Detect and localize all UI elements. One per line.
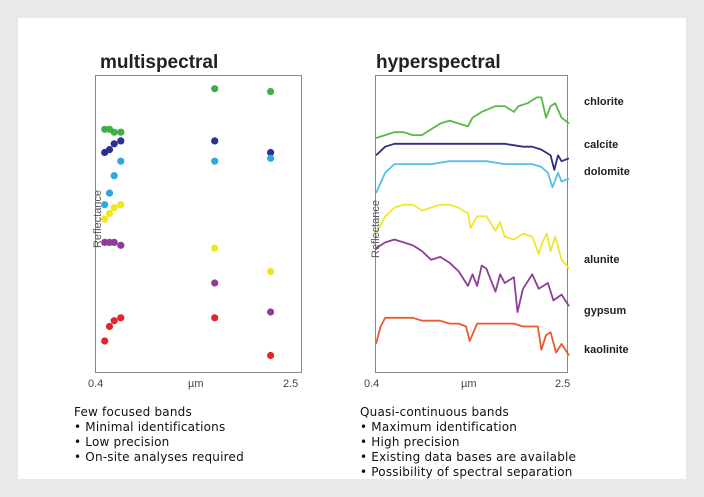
multispectral-point-s2-b4 [211,157,219,165]
multispectral-point-s3-b5 [267,267,275,275]
multispectral-bullet-2: • Low precision [74,435,170,449]
multispectral-point-s1-b2 [110,140,118,148]
hyperspectral-line-chlorite [375,96,570,139]
mineral-label-kaolinite: kaolinite [584,344,629,356]
multispectral-plot-area [95,75,302,373]
multispectral-point-s3-b0 [101,215,109,223]
multispectral-point-s4-b5 [267,308,275,316]
hyperspectral-line-alunite [375,203,570,270]
multispectral-point-s5-b4 [211,314,219,322]
multispectral-point-s4-b3 [117,241,125,249]
multispectral-point-s2-b5 [267,154,275,162]
mineral-label-dolomite: dolomite [584,166,630,178]
hyperspectral-notes: Quasi-continuous bands • Maximum identif… [360,405,576,480]
hyperspectral-title: hyperspectral [376,52,501,73]
multispectral-point-s3-b2 [110,204,118,212]
multispectral-point-s0-b4 [211,85,219,93]
mineral-label-chlorite: chlorite [584,96,624,108]
multispectral-point-s5-b1 [105,322,114,331]
mineral-label-gypsum: gypsum [584,305,627,317]
hyperspectral-x-tick-min: 0.4 [364,378,380,390]
multispectral-point-s1-b3 [117,137,125,145]
multispectral-bullet-1: • Minimal identifications [74,420,226,434]
multispectral-point-s0-b2 [110,128,118,136]
mineral-label-calcite: calcite [584,139,619,151]
hyperspectral-line-kaolinite [375,316,570,356]
mineral-label-alunite: alunite [584,254,620,266]
multispectral-point-s0-b3 [117,128,125,136]
multispectral-x-tick-max: 2.5 [283,378,299,390]
multispectral-point-s3-b3 [117,201,125,209]
hyperspectral-bullet-2: • High precision [360,435,460,449]
hyperspectral-bullet-1: • Maximum identification [360,420,518,434]
multispectral-point-s0-b5 [267,88,275,96]
multispectral-point-s3-b4 [211,244,219,252]
hyperspectral-line-calcite [375,142,570,171]
multispectral-bullet-3: • On-site analyses required [74,450,244,464]
hyperspectral-x-unit: µm [461,378,477,390]
multispectral-point-s5-b3 [117,314,125,322]
multispectral-point-s5-b0 [101,337,109,345]
multispectral-chart [101,85,275,360]
multispectral-x-unit: µm [188,378,204,390]
hyperspectral-y-axis-label: Reflectance [370,199,382,259]
multispectral-title: multispectral [100,52,219,73]
hyperspectral-line-dolomite [375,160,570,194]
multispectral-point-s4-b4 [211,279,219,287]
multispectral-notes-heading: Few focused bands [74,405,192,419]
multispectral-point-s4-b2 [110,238,118,246]
hyperspectral-chart [375,96,570,356]
hyperspectral-notes-heading: Quasi-continuous bands [360,405,509,419]
multispectral-point-s2-b0 [101,201,109,209]
figure-card: multispectral Reflectance 0.4 µm 2.5 Few… [18,18,686,479]
multispectral-point-s3-b1 [105,209,114,217]
multispectral-point-s1-b4 [211,137,219,145]
multispectral-point-s5-b5 [267,351,275,360]
multispectral-point-s1-b1 [105,146,114,154]
hyperspectral-line-gypsum [375,238,570,313]
multispectral-point-s5-b2 [110,317,118,325]
multispectral-y-axis-label: Reflectance [92,189,104,249]
multispectral-x-tick-min: 0.4 [88,378,104,390]
hyperspectral-bullet-4: • Possibility of spectral separation [360,465,573,479]
multispectral-point-s2-b1 [105,189,114,197]
hyperspectral-bullet-3: • Existing data bases are available [360,450,577,464]
multispectral-point-s1-b5 [267,148,275,157]
multispectral-notes: Few focused bands • Minimal identificati… [74,405,244,465]
hyperspectral-x-tick-max: 2.5 [555,378,571,390]
multispectral-point-s2-b3 [117,157,125,165]
multispectral-point-s2-b2 [110,172,118,180]
hyperspectral-plot-area [375,75,570,373]
